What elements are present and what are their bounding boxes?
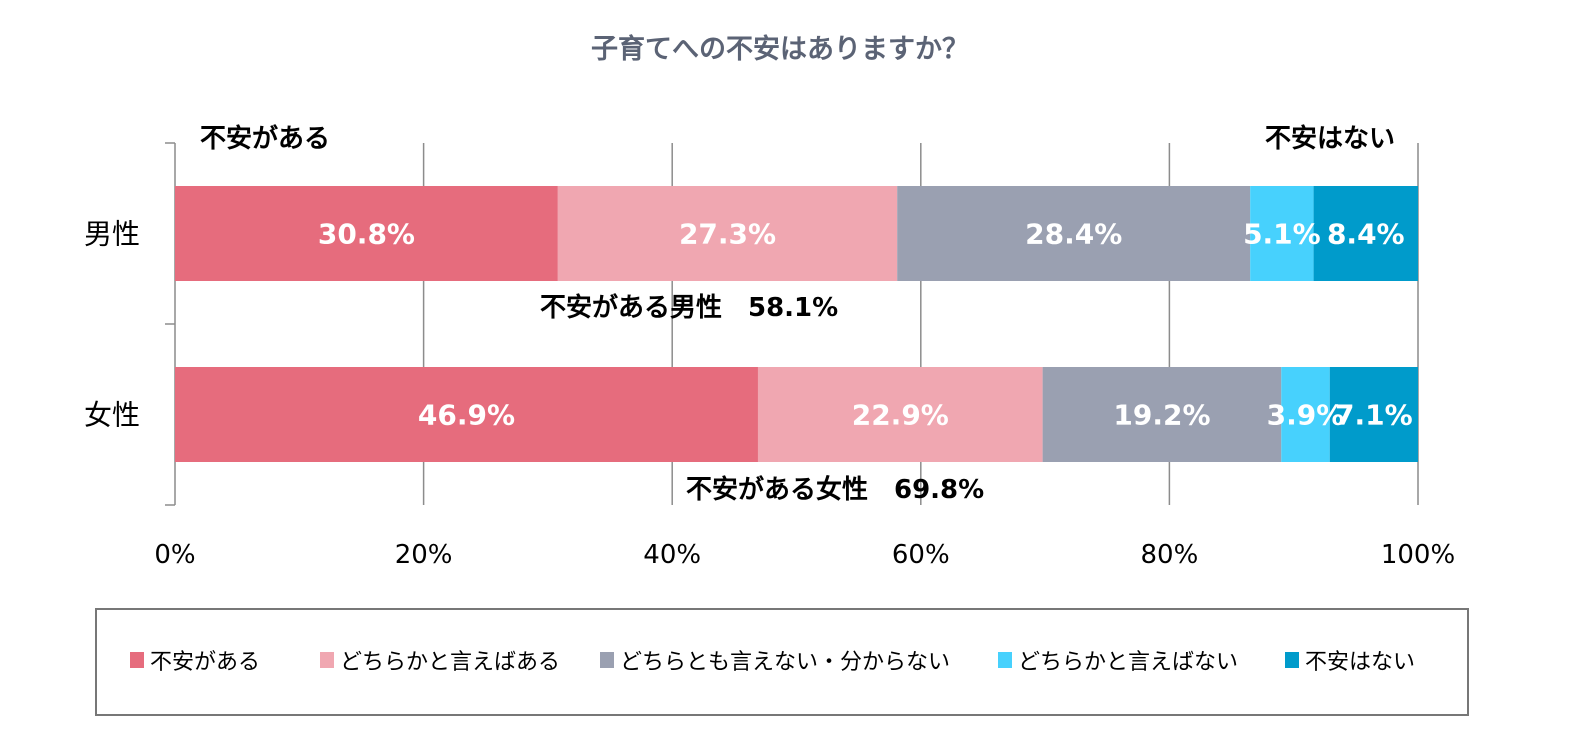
legend-label: 不安がある bbox=[150, 650, 260, 675]
bar-segment bbox=[897, 186, 1251, 281]
category-label: 男性 bbox=[84, 218, 140, 251]
data-label: 19.2% bbox=[1113, 399, 1210, 432]
bar-segment bbox=[1329, 367, 1418, 462]
data-label: 22.9% bbox=[852, 399, 949, 432]
left-header-annotation: 不安がある bbox=[200, 123, 330, 154]
female-total-annotation: 不安がある女性 69.8% bbox=[686, 474, 984, 505]
legend-label: どちらかと言えばある bbox=[340, 650, 560, 675]
x-tick-label: 20% bbox=[395, 540, 453, 570]
category-label: 女性 bbox=[84, 399, 140, 432]
legend-swatch bbox=[1285, 652, 1299, 668]
bar-segment bbox=[1281, 367, 1330, 462]
x-tick-label: 0% bbox=[154, 540, 195, 570]
bar-segment bbox=[175, 186, 558, 281]
data-label: 46.9% bbox=[418, 399, 515, 432]
legend-swatch bbox=[130, 652, 144, 668]
bar-segment bbox=[557, 186, 898, 281]
x-tick-label: 100% bbox=[1381, 540, 1455, 570]
x-tick-label: 80% bbox=[1141, 540, 1199, 570]
x-tick-label: 40% bbox=[643, 540, 701, 570]
data-label: 8.4% bbox=[1327, 218, 1405, 251]
male-total-annotation: 不安がある男性 58.1% bbox=[540, 292, 838, 323]
data-label: 28.4% bbox=[1025, 218, 1122, 251]
legend-label: どちらとも言えない・分からない bbox=[620, 650, 950, 675]
bar-segment bbox=[757, 367, 1043, 462]
legend: 不安がある どちらかと言えばある どちらとも言えない・分からない どちらかと言えばない… bbox=[130, 650, 1415, 675]
data-label: 7.1% bbox=[1335, 399, 1413, 432]
legend-swatch bbox=[998, 652, 1012, 668]
right-header-annotation: 不安はない bbox=[1265, 124, 1395, 154]
bar-segment bbox=[1313, 186, 1418, 281]
data-label: 5.1% bbox=[1243, 218, 1321, 251]
data-label: 30.8% bbox=[318, 218, 415, 251]
legend-swatch bbox=[600, 652, 614, 668]
bar-segment bbox=[175, 367, 758, 462]
chart-title: 子育てへの不安はありますか？ bbox=[591, 33, 969, 65]
legend-label: どちらかと言えばない bbox=[1018, 650, 1238, 675]
bar-segment bbox=[1250, 186, 1314, 281]
x-tick-label: 60% bbox=[892, 540, 950, 570]
bar-segment bbox=[1042, 367, 1282, 462]
data-label: 3.9% bbox=[1267, 399, 1345, 432]
legend-label: 不安はない bbox=[1305, 650, 1415, 675]
data-label: 27.3% bbox=[679, 218, 776, 251]
legend-swatch bbox=[320, 652, 334, 668]
